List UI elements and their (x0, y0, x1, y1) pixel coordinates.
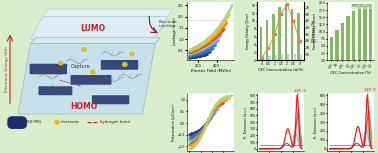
Y-axis label: Energy Density (J/cm³): Energy Density (J/cm³) (246, 13, 250, 49)
Bar (300, 55, 302, 60)
FancyBboxPatch shape (39, 86, 72, 95)
X-axis label: CEC Concentration (wt%): CEC Concentration (wt%) (258, 68, 304, 72)
Text: Capture: Capture (71, 63, 90, 69)
Bar (335, 30, 339, 60)
Circle shape (59, 61, 63, 65)
Text: PVDF/MG/CEC: PVDF/MG/CEC (352, 4, 372, 8)
Bar (330, 37, 333, 60)
Bar (291, 9, 293, 60)
Bar (278, 7, 281, 60)
Bar (369, 4, 372, 60)
Bar (275, 55, 277, 60)
Bar (363, 6, 367, 60)
FancyBboxPatch shape (7, 116, 27, 129)
Bar (285, 4, 287, 60)
Bar (341, 23, 344, 60)
Circle shape (130, 52, 134, 56)
Text: HOMO: HOMO (70, 102, 98, 111)
X-axis label: CEC Concentration (%): CEC Concentration (%) (330, 71, 372, 75)
Text: 120 °C: 120 °C (294, 89, 306, 95)
Bar (352, 11, 355, 60)
X-axis label: Electric Field (MV/m): Electric Field (MV/m) (191, 69, 231, 73)
Circle shape (123, 63, 127, 66)
Bar (272, 14, 274, 60)
Text: LUMO: LUMO (80, 24, 105, 33)
FancyBboxPatch shape (101, 60, 138, 70)
Y-axis label: Polarization (μC/cm²): Polarization (μC/cm²) (172, 103, 176, 141)
FancyBboxPatch shape (92, 95, 129, 104)
Bar (281, 54, 283, 60)
Y-axis label: Leakage (a.u.): Leakage (a.u.) (173, 17, 177, 45)
Bar (260, 27, 262, 60)
Bar (294, 54, 296, 60)
Y-axis label: Efficiency (%): Efficiency (%) (311, 20, 316, 42)
FancyBboxPatch shape (29, 64, 67, 74)
Circle shape (91, 70, 95, 74)
Polygon shape (43, 9, 173, 17)
Polygon shape (18, 43, 155, 114)
Text: PVDF/MG: PVDF/MG (23, 120, 41, 124)
Bar (358, 7, 361, 60)
Bar (287, 54, 290, 60)
Bar (346, 16, 350, 60)
Polygon shape (31, 17, 167, 39)
Y-axis label: P₂ Emission (a.u.): P₂ Emission (a.u.) (314, 106, 318, 138)
Circle shape (82, 48, 86, 51)
Text: hydrogen bond: hydrogen bond (100, 120, 130, 124)
Text: Electrode
injection: Electrode injection (159, 20, 177, 28)
FancyBboxPatch shape (71, 75, 112, 85)
Text: 120 °C: 120 °C (364, 88, 376, 95)
Text: electronic: electronic (61, 120, 80, 124)
Text: Electronic Energy (eV): Electronic Energy (eV) (5, 46, 9, 92)
Bar (262, 56, 264, 60)
Polygon shape (31, 37, 160, 43)
Y-axis label: Energy Density (J/cm³): Energy Density (J/cm³) (313, 13, 317, 49)
Bar (297, 13, 300, 60)
Title: PVDF/MG/CEC: PVDF/MG/CEC (336, 0, 365, 1)
Bar (268, 56, 271, 60)
Circle shape (55, 120, 59, 124)
Y-axis label: P₂ Emission (a.u.): P₂ Emission (a.u.) (244, 106, 248, 138)
Bar (266, 20, 268, 60)
